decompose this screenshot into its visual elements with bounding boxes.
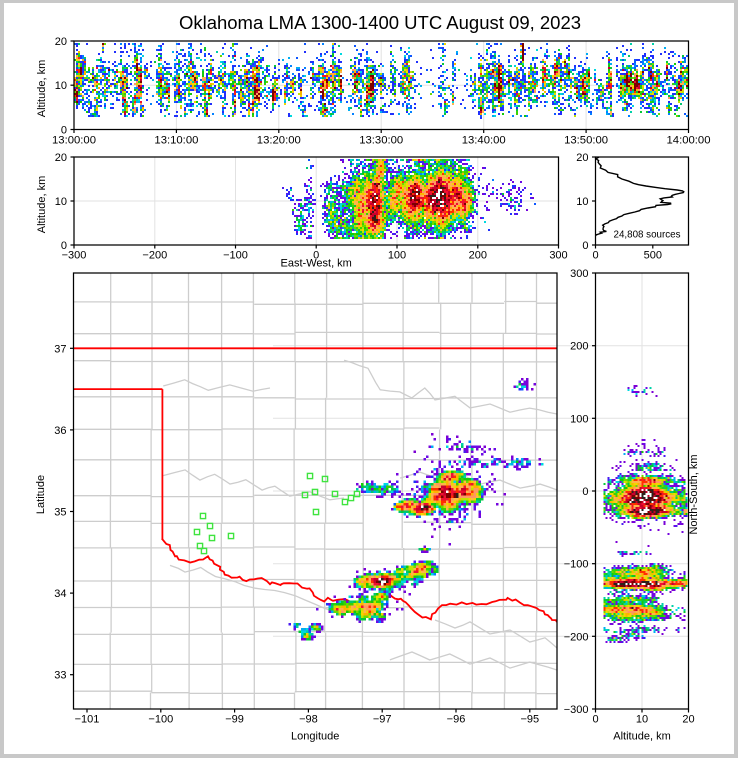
svg-text:24,808 sources: 24,808 sources — [614, 230, 681, 241]
svg-text:500: 500 — [644, 250, 662, 262]
svg-text:0: 0 — [61, 125, 67, 137]
svg-text:Latitude: Latitude — [35, 475, 47, 514]
svg-text:−100: −100 — [564, 559, 589, 571]
svg-text:North-South, km: North-South, km — [688, 454, 700, 534]
svg-text:−100: −100 — [148, 714, 173, 726]
svg-text:13:10:00: 13:10:00 — [154, 135, 198, 147]
svg-text:Altitude, km: Altitude, km — [36, 60, 48, 117]
svg-text:Oklahoma LMA 1300-1400 UTC Aug: Oklahoma LMA 1300-1400 UTC August 09, 20… — [179, 12, 581, 33]
svg-text:Altitude, km: Altitude, km — [36, 176, 48, 233]
svg-text:10: 10 — [576, 196, 588, 208]
svg-text:20: 20 — [576, 152, 588, 164]
svg-text:100: 100 — [570, 413, 588, 425]
svg-text:20: 20 — [55, 36, 67, 48]
svg-text:13:20:00: 13:20:00 — [257, 135, 301, 147]
svg-text:0: 0 — [592, 250, 598, 262]
svg-text:300: 300 — [549, 250, 567, 262]
svg-text:Altitude, km: Altitude, km — [613, 731, 670, 743]
svg-text:13:00:00: 13:00:00 — [52, 135, 96, 147]
svg-text:13:30:00: 13:30:00 — [359, 135, 403, 147]
svg-text:−200: −200 — [142, 250, 167, 262]
svg-text:10: 10 — [55, 196, 67, 208]
svg-text:200: 200 — [469, 250, 487, 262]
svg-text:0: 0 — [582, 240, 588, 252]
svg-text:37: 37 — [54, 343, 66, 355]
svg-text:200: 200 — [570, 341, 588, 353]
svg-text:13:50:00: 13:50:00 — [564, 135, 608, 147]
svg-text:−99: −99 — [225, 714, 244, 726]
svg-text:−96: −96 — [447, 714, 466, 726]
svg-text:10: 10 — [55, 80, 67, 92]
svg-text:33: 33 — [54, 670, 66, 682]
svg-text:14:00:00: 14:00:00 — [667, 135, 711, 147]
svg-text:0: 0 — [582, 486, 588, 498]
svg-text:−97: −97 — [373, 714, 392, 726]
svg-text:35: 35 — [54, 507, 66, 519]
svg-text:−101: −101 — [75, 714, 100, 726]
svg-text:0: 0 — [592, 714, 598, 726]
svg-text:−300: −300 — [62, 250, 87, 262]
svg-text:20: 20 — [55, 152, 67, 164]
svg-text:0: 0 — [313, 250, 319, 262]
svg-text:−98: −98 — [299, 714, 318, 726]
svg-text:−300: −300 — [564, 704, 589, 716]
svg-text:36: 36 — [54, 425, 66, 437]
svg-text:−95: −95 — [520, 714, 539, 726]
svg-text:0: 0 — [61, 240, 67, 252]
svg-text:Longitude: Longitude — [291, 731, 339, 743]
svg-text:10: 10 — [636, 714, 648, 726]
svg-text:100: 100 — [388, 250, 406, 262]
svg-text:300: 300 — [570, 268, 588, 280]
svg-text:−100: −100 — [223, 250, 248, 262]
svg-text:34: 34 — [54, 588, 66, 600]
svg-text:13:40:00: 13:40:00 — [462, 135, 506, 147]
svg-text:East-West, km: East-West, km — [281, 258, 352, 270]
svg-text:20: 20 — [682, 714, 694, 726]
svg-text:−200: −200 — [564, 631, 589, 643]
